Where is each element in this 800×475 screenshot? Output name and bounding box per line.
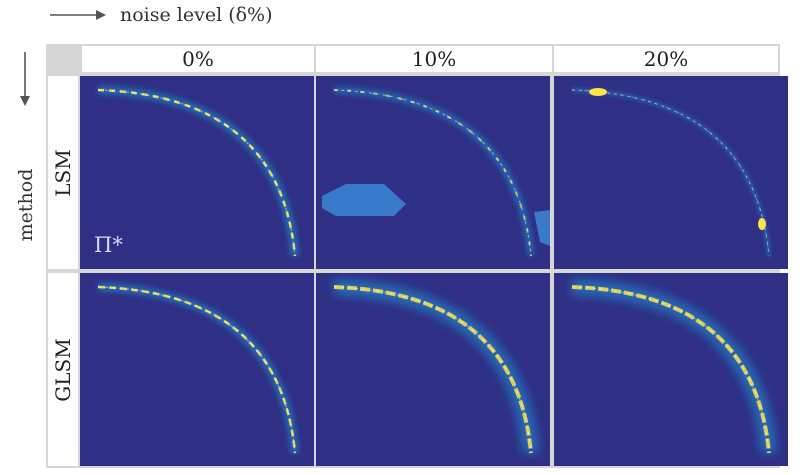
- arc-core: [571, 89, 770, 257]
- arrow-down-icon: [20, 52, 30, 106]
- row-header-1: GLSM: [48, 273, 78, 466]
- y-axis-note: method: [6, 52, 42, 262]
- arc-core: [333, 89, 532, 257]
- arc-glow: [571, 88, 771, 257]
- column-header-1: 10%: [316, 46, 552, 72]
- artifact-blob: [534, 210, 550, 246]
- reconstruction-lsm-0: [97, 86, 299, 257]
- artifact-blob: [322, 184, 406, 216]
- true-boundary: [97, 286, 296, 454]
- true-boundary: [333, 89, 532, 257]
- row-label-lsm: LSM: [51, 148, 75, 197]
- y-axis-label: method: [15, 168, 37, 242]
- true-boundary: [97, 89, 296, 257]
- column-header-2: 20%: [554, 46, 778, 72]
- true-boundary: [333, 286, 532, 454]
- arc-core: [97, 285, 297, 454]
- arc-glow: [97, 283, 299, 454]
- reconstruction-glsm-0: [97, 283, 299, 454]
- x-axis-label: noise level (δ%): [120, 4, 273, 26]
- arc-glow: [333, 279, 539, 454]
- reconstruction-glsm-10: [333, 279, 539, 454]
- panel-lsm-10: [316, 76, 550, 269]
- panel-glsm-20: [554, 273, 788, 466]
- panel-glsm-10: [316, 273, 550, 466]
- hot-spot: [589, 88, 607, 96]
- grid-corner: [46, 44, 80, 72]
- arc-core: [97, 88, 297, 257]
- row-header-0: LSM: [48, 76, 78, 269]
- true-boundary: [571, 286, 770, 454]
- panel-lsm-0: Π*: [80, 76, 314, 269]
- arc-glow: [333, 87, 534, 257]
- panel-glsm-0: [80, 273, 314, 466]
- panel-lsm-20: [554, 76, 788, 269]
- x-axis-note: noise level (δ%): [48, 4, 273, 26]
- reconstruction-lsm-20: [571, 88, 771, 257]
- reconstruction-glsm-20: [571, 279, 777, 454]
- column-header-0: 0%: [82, 46, 314, 72]
- row-label-glsm: GLSM: [51, 337, 75, 402]
- arrow-right-icon: [50, 10, 106, 20]
- arc-glow: [97, 86, 299, 257]
- pi-star-label: Π*: [94, 233, 123, 257]
- hot-spot: [758, 218, 766, 230]
- arc-glow: [571, 279, 777, 454]
- true-boundary: [571, 89, 770, 257]
- reconstruction-lsm-10: [322, 87, 550, 257]
